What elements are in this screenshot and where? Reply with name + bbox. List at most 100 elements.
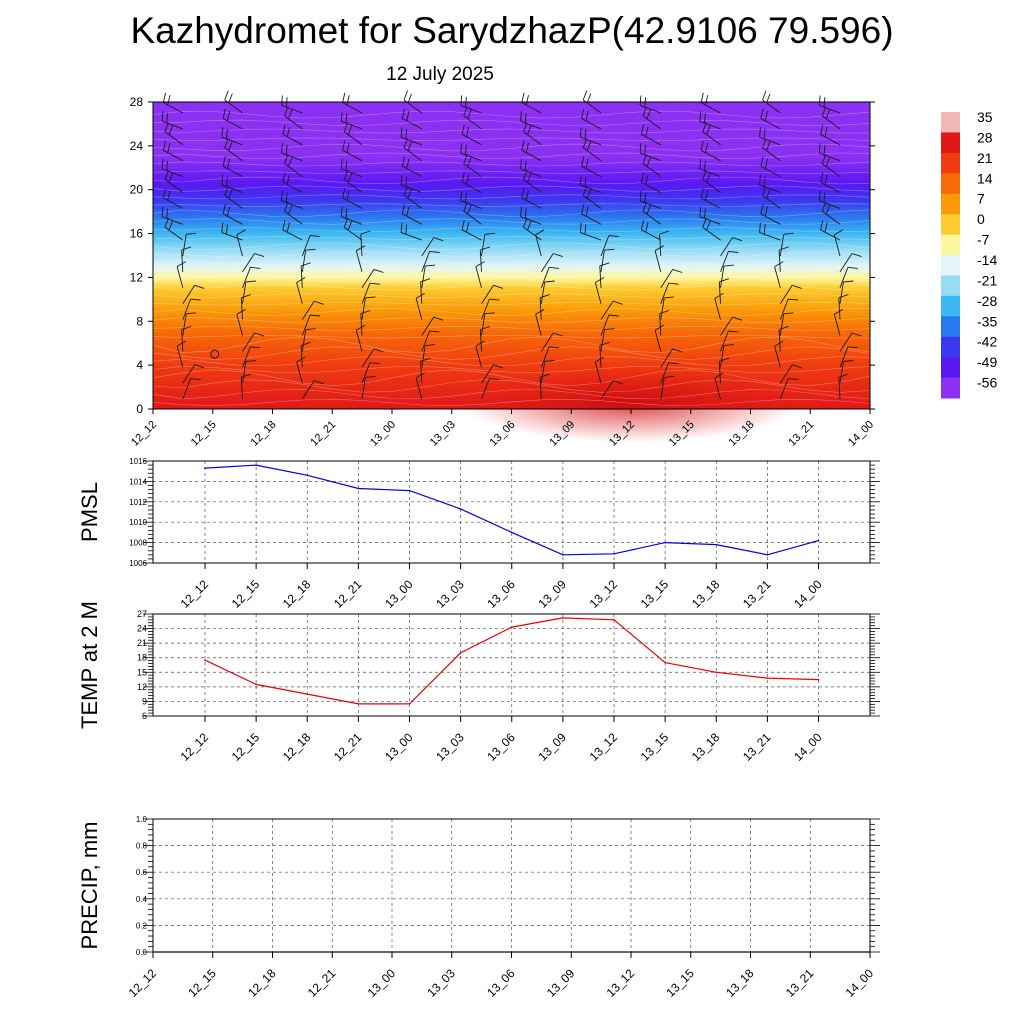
wind-barb: [222, 156, 243, 177]
y-tick-label: 0.0: [136, 948, 148, 957]
contour-line: [152, 369, 871, 387]
wind-barb: [779, 378, 799, 400]
wind-barb: [481, 298, 500, 320]
y-tick-label: 1014: [129, 477, 147, 486]
wind-barb: [838, 294, 849, 320]
contour-line: [152, 194, 871, 200]
x-tick-label: 13_21: [786, 419, 816, 449]
wind-barb: [222, 204, 243, 225]
wind-barb: [461, 124, 482, 146]
wind-barb: [242, 360, 256, 384]
wind-barb: [540, 266, 560, 288]
wind-barb: [820, 220, 841, 241]
data-point: [715, 543, 718, 546]
wind-barb: [421, 250, 440, 273]
wind-barb: [539, 373, 550, 400]
colorbar-label: 7: [977, 191, 985, 207]
wind-barb: [660, 375, 675, 400]
wind-barb: [415, 293, 425, 320]
x-tick-label: 12_18: [280, 730, 314, 764]
wind-barb: [760, 156, 781, 177]
wind-barb: [242, 253, 265, 273]
x-tick-label: 13_21: [783, 966, 817, 1000]
data-point: [817, 678, 820, 681]
x-tick-label: 13_12: [604, 966, 638, 1000]
wind-barb: [720, 316, 743, 336]
wind-barb: [162, 188, 184, 209]
wind-barb: [599, 262, 610, 288]
wind-barb: [181, 325, 192, 352]
wind-barb: [162, 92, 184, 114]
colorbar-label: -35: [977, 313, 997, 329]
wind-barb: [284, 201, 303, 225]
data-point: [255, 464, 257, 466]
wind-barb: [660, 296, 675, 320]
x-tick-label: 13_03: [433, 730, 467, 764]
wind-barb: [415, 372, 425, 400]
wind-barb: [659, 230, 670, 257]
wind-barb: [296, 356, 306, 384]
wind-barb: [460, 143, 482, 162]
y-tick-label: 15: [137, 667, 147, 677]
x-tick-label: 12_12: [178, 730, 212, 764]
wind-barb: [343, 122, 363, 146]
y-tick-label: 12: [137, 682, 147, 692]
contour-line: [152, 209, 871, 218]
y-tick-label: 28: [130, 95, 144, 109]
wind-barb: [838, 373, 849, 400]
data-point: [562, 554, 564, 556]
wind-barb: [361, 348, 384, 368]
y-tick-label: 1006: [129, 559, 147, 568]
colorbar-label: -21: [977, 272, 997, 288]
colorbar-label: -14: [977, 252, 997, 268]
wind-barb: [164, 217, 184, 241]
data-point: [766, 677, 769, 679]
wind-barb: [699, 206, 721, 225]
x-tick-label: 13_03: [424, 966, 458, 1000]
colorbar-label: -49: [977, 354, 997, 370]
wind-barb: [579, 174, 602, 193]
x-tick-label: 12_18: [245, 966, 279, 1000]
wind-barb: [343, 217, 363, 241]
wind-barb: [281, 143, 303, 162]
wind-barb: [300, 341, 311, 368]
y-tick-label: 21: [137, 638, 147, 648]
y-tick-label: 16: [130, 227, 144, 241]
wind-barb: [403, 138, 423, 162]
wind-barb: [224, 138, 243, 162]
contour-line: [152, 119, 871, 126]
data-point: [459, 652, 462, 654]
page-subtitle: 12 July 2025: [386, 64, 494, 85]
wind-barb: [821, 154, 841, 177]
wind-barb: [579, 222, 602, 241]
contour-line: [152, 302, 871, 306]
colorbar-swatch: [941, 316, 960, 338]
wind-barb: [760, 108, 781, 130]
wind-barb: [699, 111, 721, 130]
colorbar-label: 21: [977, 150, 993, 166]
wind-barb: [660, 282, 679, 304]
x-tick-label: 13_03: [433, 577, 467, 611]
x-tick-label: 13_09: [544, 966, 578, 1000]
wind-barb: [420, 357, 431, 384]
x-tick-label: 13_15: [638, 730, 672, 764]
wind-barb: [639, 190, 661, 209]
data-point: [510, 531, 513, 534]
wind-barb: [779, 232, 794, 257]
x-tick-label: 13_00: [382, 577, 416, 611]
wind-barb: [640, 124, 662, 146]
wind-barb: [759, 222, 781, 241]
calm-wind-marker: [210, 349, 220, 359]
wind-barb: [355, 245, 366, 273]
wind-barb: [839, 253, 862, 273]
wind-barb: [720, 250, 739, 273]
y-tick-label: 0.4: [136, 895, 148, 904]
x-tick-label: 13_18: [689, 730, 723, 764]
data-point: [408, 703, 411, 705]
wind-barb: [421, 237, 444, 257]
wind-barb: [839, 360, 854, 384]
x-tick-label: 12_12: [129, 419, 159, 449]
wind-barb: [361, 268, 384, 289]
colorbar-label: 0: [977, 211, 985, 227]
